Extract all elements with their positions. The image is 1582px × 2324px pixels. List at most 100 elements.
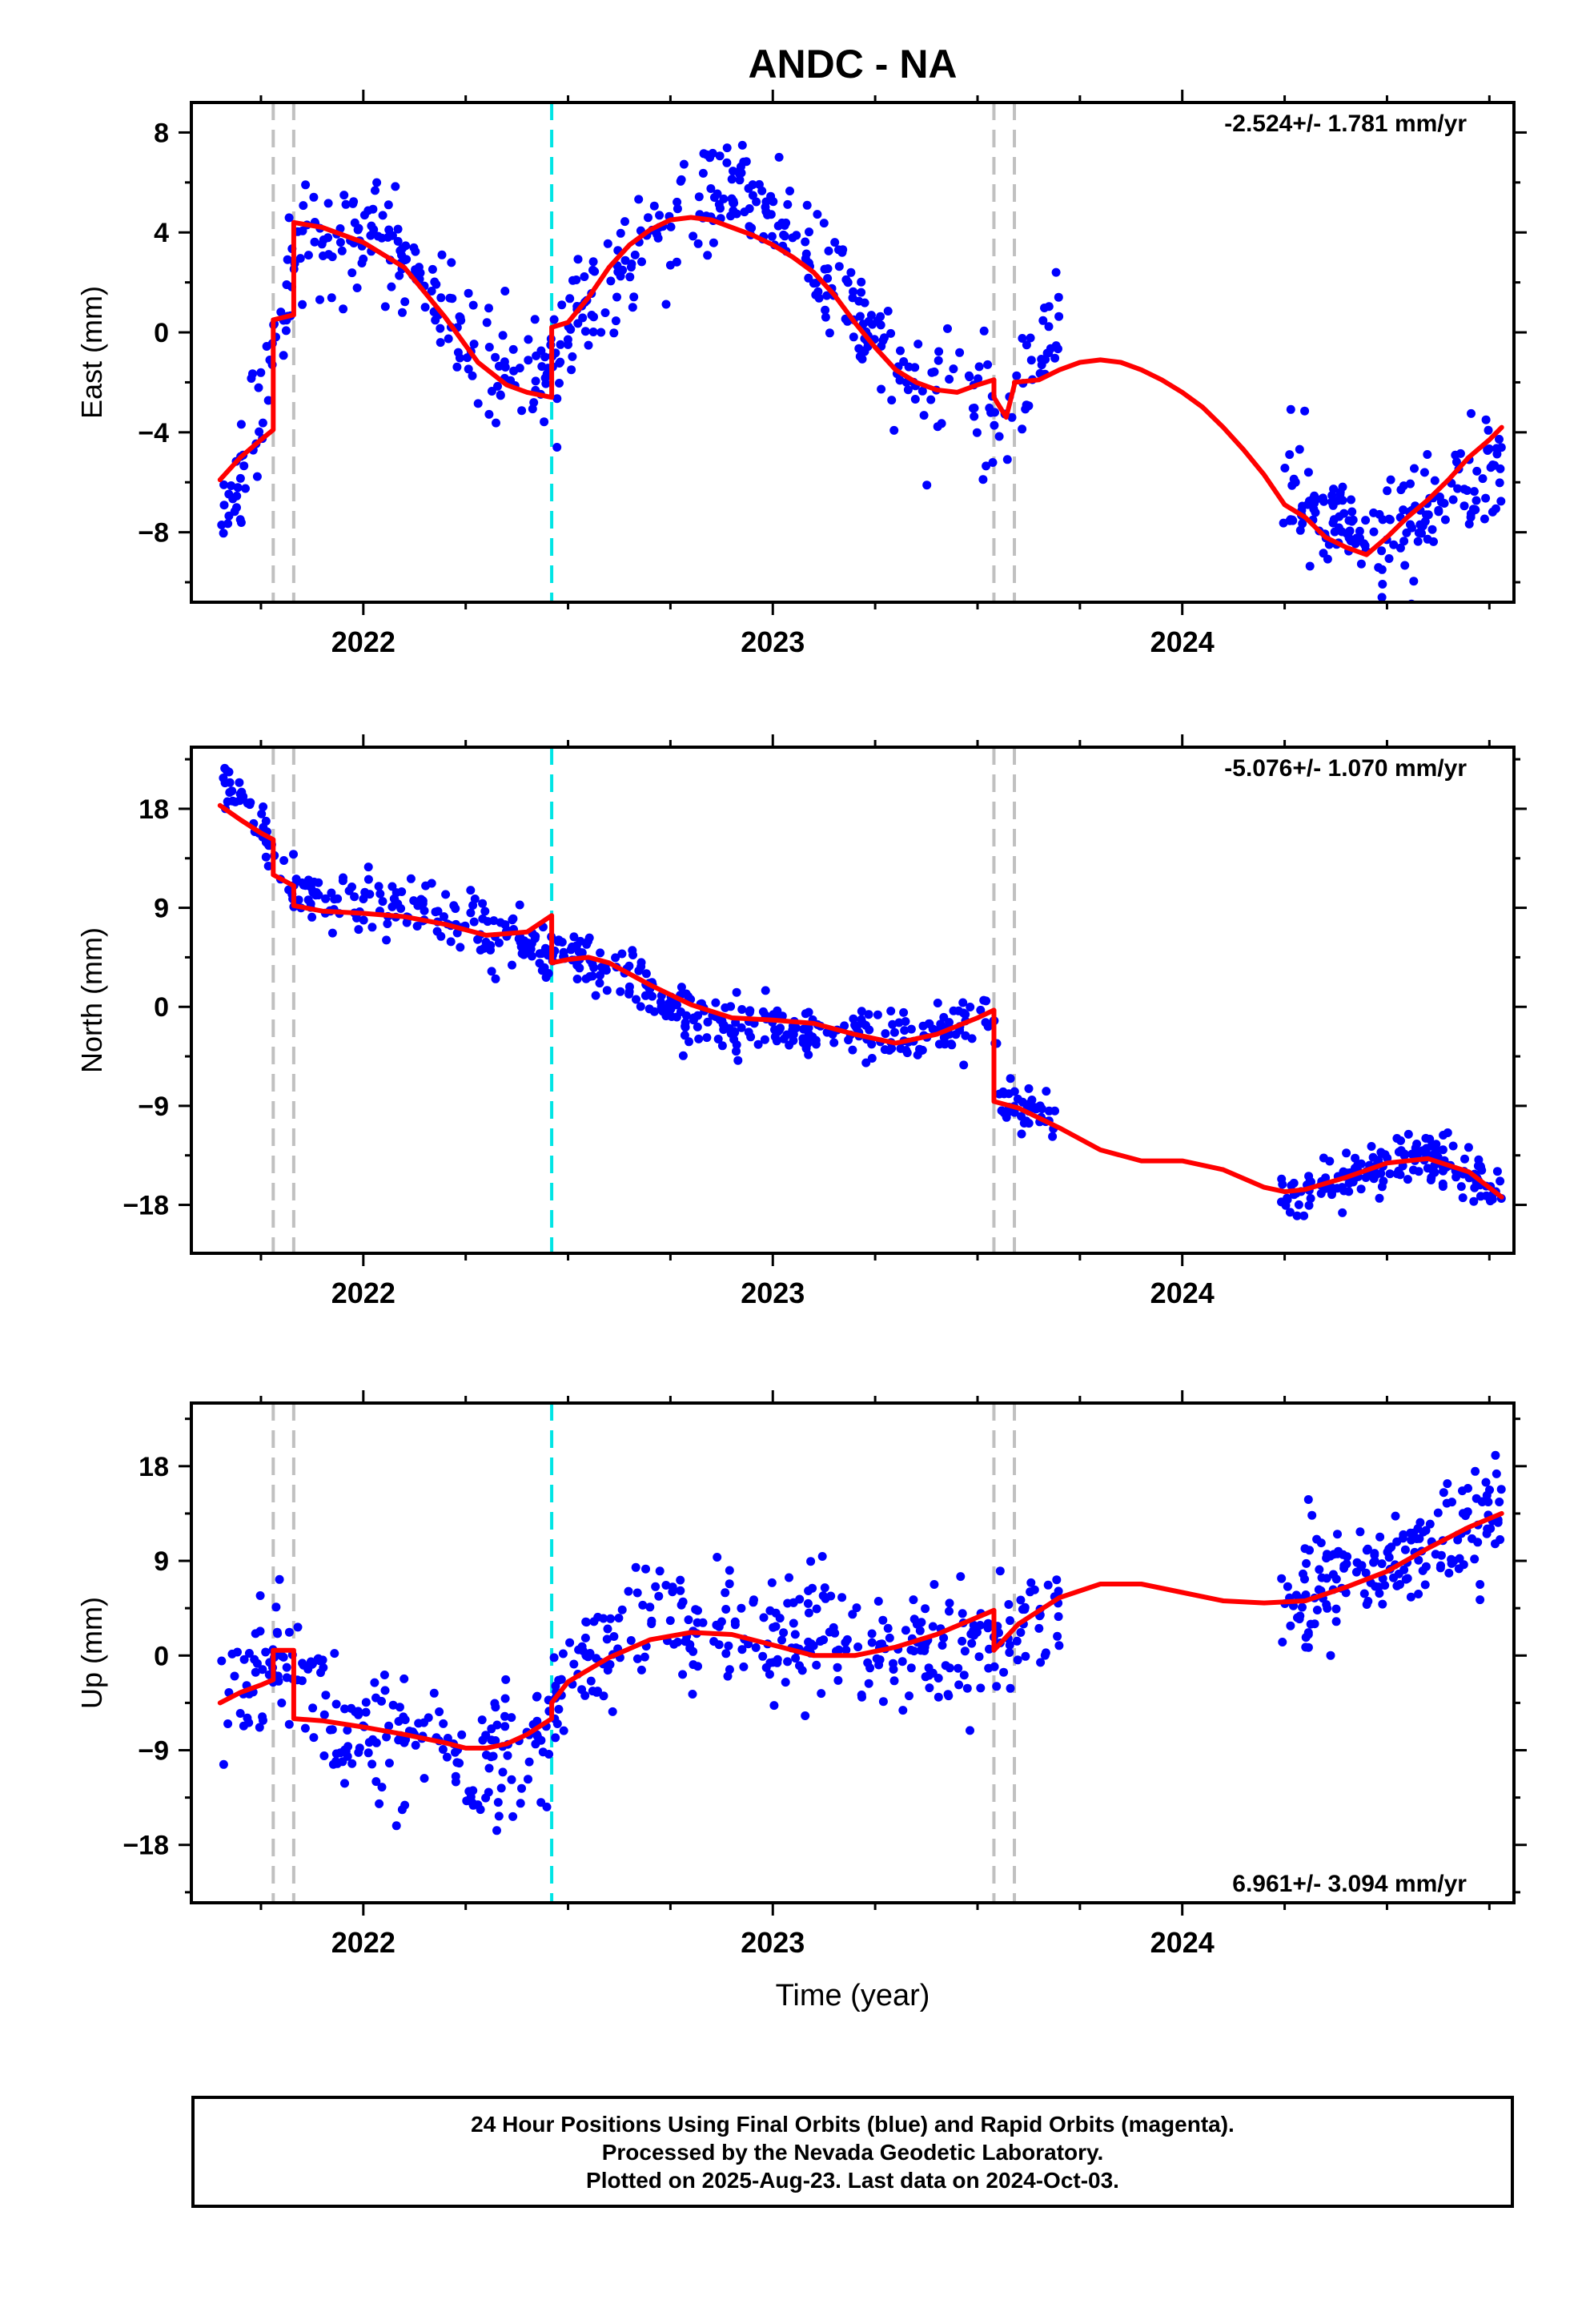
data-point	[1406, 1528, 1415, 1538]
data-point	[1389, 540, 1399, 549]
data-point	[1386, 475, 1395, 485]
data-point	[783, 199, 793, 209]
data-point	[557, 300, 567, 310]
data-point	[395, 271, 404, 280]
data-point	[599, 1691, 608, 1701]
data-point	[1492, 1167, 1502, 1176]
data-point	[1322, 1574, 1331, 1583]
data-point	[959, 1060, 969, 1070]
data-point	[496, 918, 505, 927]
data-point	[668, 1587, 677, 1597]
data-point	[247, 374, 256, 383]
data-point	[348, 199, 358, 208]
data-point	[435, 1707, 444, 1716]
data-point	[722, 158, 732, 167]
data-point	[584, 933, 594, 943]
data-point	[676, 1575, 685, 1585]
data-point	[632, 1654, 642, 1663]
data-point	[223, 797, 232, 806]
data-point	[1277, 1574, 1287, 1583]
data-point	[1444, 1568, 1454, 1578]
data-point	[849, 332, 858, 342]
data-point	[841, 1645, 851, 1655]
data-point	[501, 1675, 511, 1684]
data-point	[1472, 496, 1481, 505]
data-point	[500, 287, 510, 296]
data-point	[1423, 510, 1433, 520]
data-point	[1037, 355, 1046, 364]
data-point	[224, 489, 234, 499]
data-point	[677, 983, 686, 992]
data-point	[1342, 1148, 1351, 1158]
data-point	[1323, 554, 1332, 564]
data-point	[569, 932, 579, 942]
data-point	[452, 1758, 462, 1767]
data-point	[508, 960, 516, 970]
data-point	[955, 348, 965, 357]
data-point	[1385, 1169, 1395, 1179]
data-point	[801, 1009, 810, 1019]
data-point	[420, 303, 430, 312]
data-point	[354, 223, 363, 233]
data-point	[503, 1751, 512, 1760]
data-point	[341, 199, 351, 209]
data-point	[529, 398, 539, 408]
data-point	[1376, 1168, 1386, 1178]
y-tick-label: 18	[139, 1452, 169, 1482]
data-point	[375, 889, 385, 899]
data-point	[1305, 561, 1315, 571]
data-point	[394, 1717, 404, 1726]
data-point	[1302, 1558, 1311, 1568]
data-point	[406, 874, 416, 883]
data-point	[1415, 520, 1425, 529]
data-point	[954, 1663, 963, 1673]
data-point	[761, 1663, 771, 1672]
data-point	[818, 1591, 828, 1601]
data-point	[680, 1031, 689, 1040]
data-point	[1013, 1094, 1022, 1104]
data-point	[1399, 1530, 1408, 1539]
data-point	[1469, 1196, 1479, 1206]
data-point	[313, 1655, 323, 1664]
data-point	[1301, 1633, 1311, 1642]
data-point	[834, 262, 844, 271]
data-point	[1298, 519, 1307, 529]
data-point	[1030, 1585, 1039, 1594]
data-point	[223, 1719, 233, 1728]
data-point	[1472, 1494, 1481, 1503]
data-point	[1477, 1165, 1487, 1175]
data-point	[442, 1752, 452, 1762]
y-tick-label: 8	[154, 118, 169, 148]
data-point	[508, 1811, 518, 1821]
y-tick-label: 9	[154, 894, 169, 924]
data-point	[906, 1024, 916, 1034]
data-point	[1337, 1183, 1347, 1192]
data-point	[1434, 507, 1443, 517]
data-point	[689, 231, 698, 241]
data-point	[1476, 1192, 1485, 1201]
data-point	[480, 907, 490, 916]
data-point	[361, 1707, 371, 1717]
data-point	[1346, 537, 1355, 545]
model-fit-line	[217, 1510, 1504, 1751]
data-point	[982, 996, 991, 1006]
data-point	[335, 238, 345, 247]
data-point	[370, 1678, 379, 1687]
data-point	[1395, 1580, 1404, 1589]
data-point	[772, 1036, 781, 1046]
data-point	[715, 151, 725, 161]
data-point	[436, 338, 445, 348]
data-point	[945, 375, 954, 384]
data-point	[1312, 1606, 1322, 1614]
data-point	[978, 475, 988, 485]
data-point	[559, 1726, 568, 1735]
data-point	[1467, 408, 1476, 418]
data-point	[673, 1638, 682, 1647]
data-point	[934, 1692, 943, 1702]
data-point	[898, 1706, 908, 1715]
data-point	[888, 1019, 897, 1029]
data-point	[456, 943, 465, 952]
data-point	[1017, 1129, 1026, 1139]
data-point	[848, 1610, 857, 1619]
data-point	[804, 273, 813, 283]
